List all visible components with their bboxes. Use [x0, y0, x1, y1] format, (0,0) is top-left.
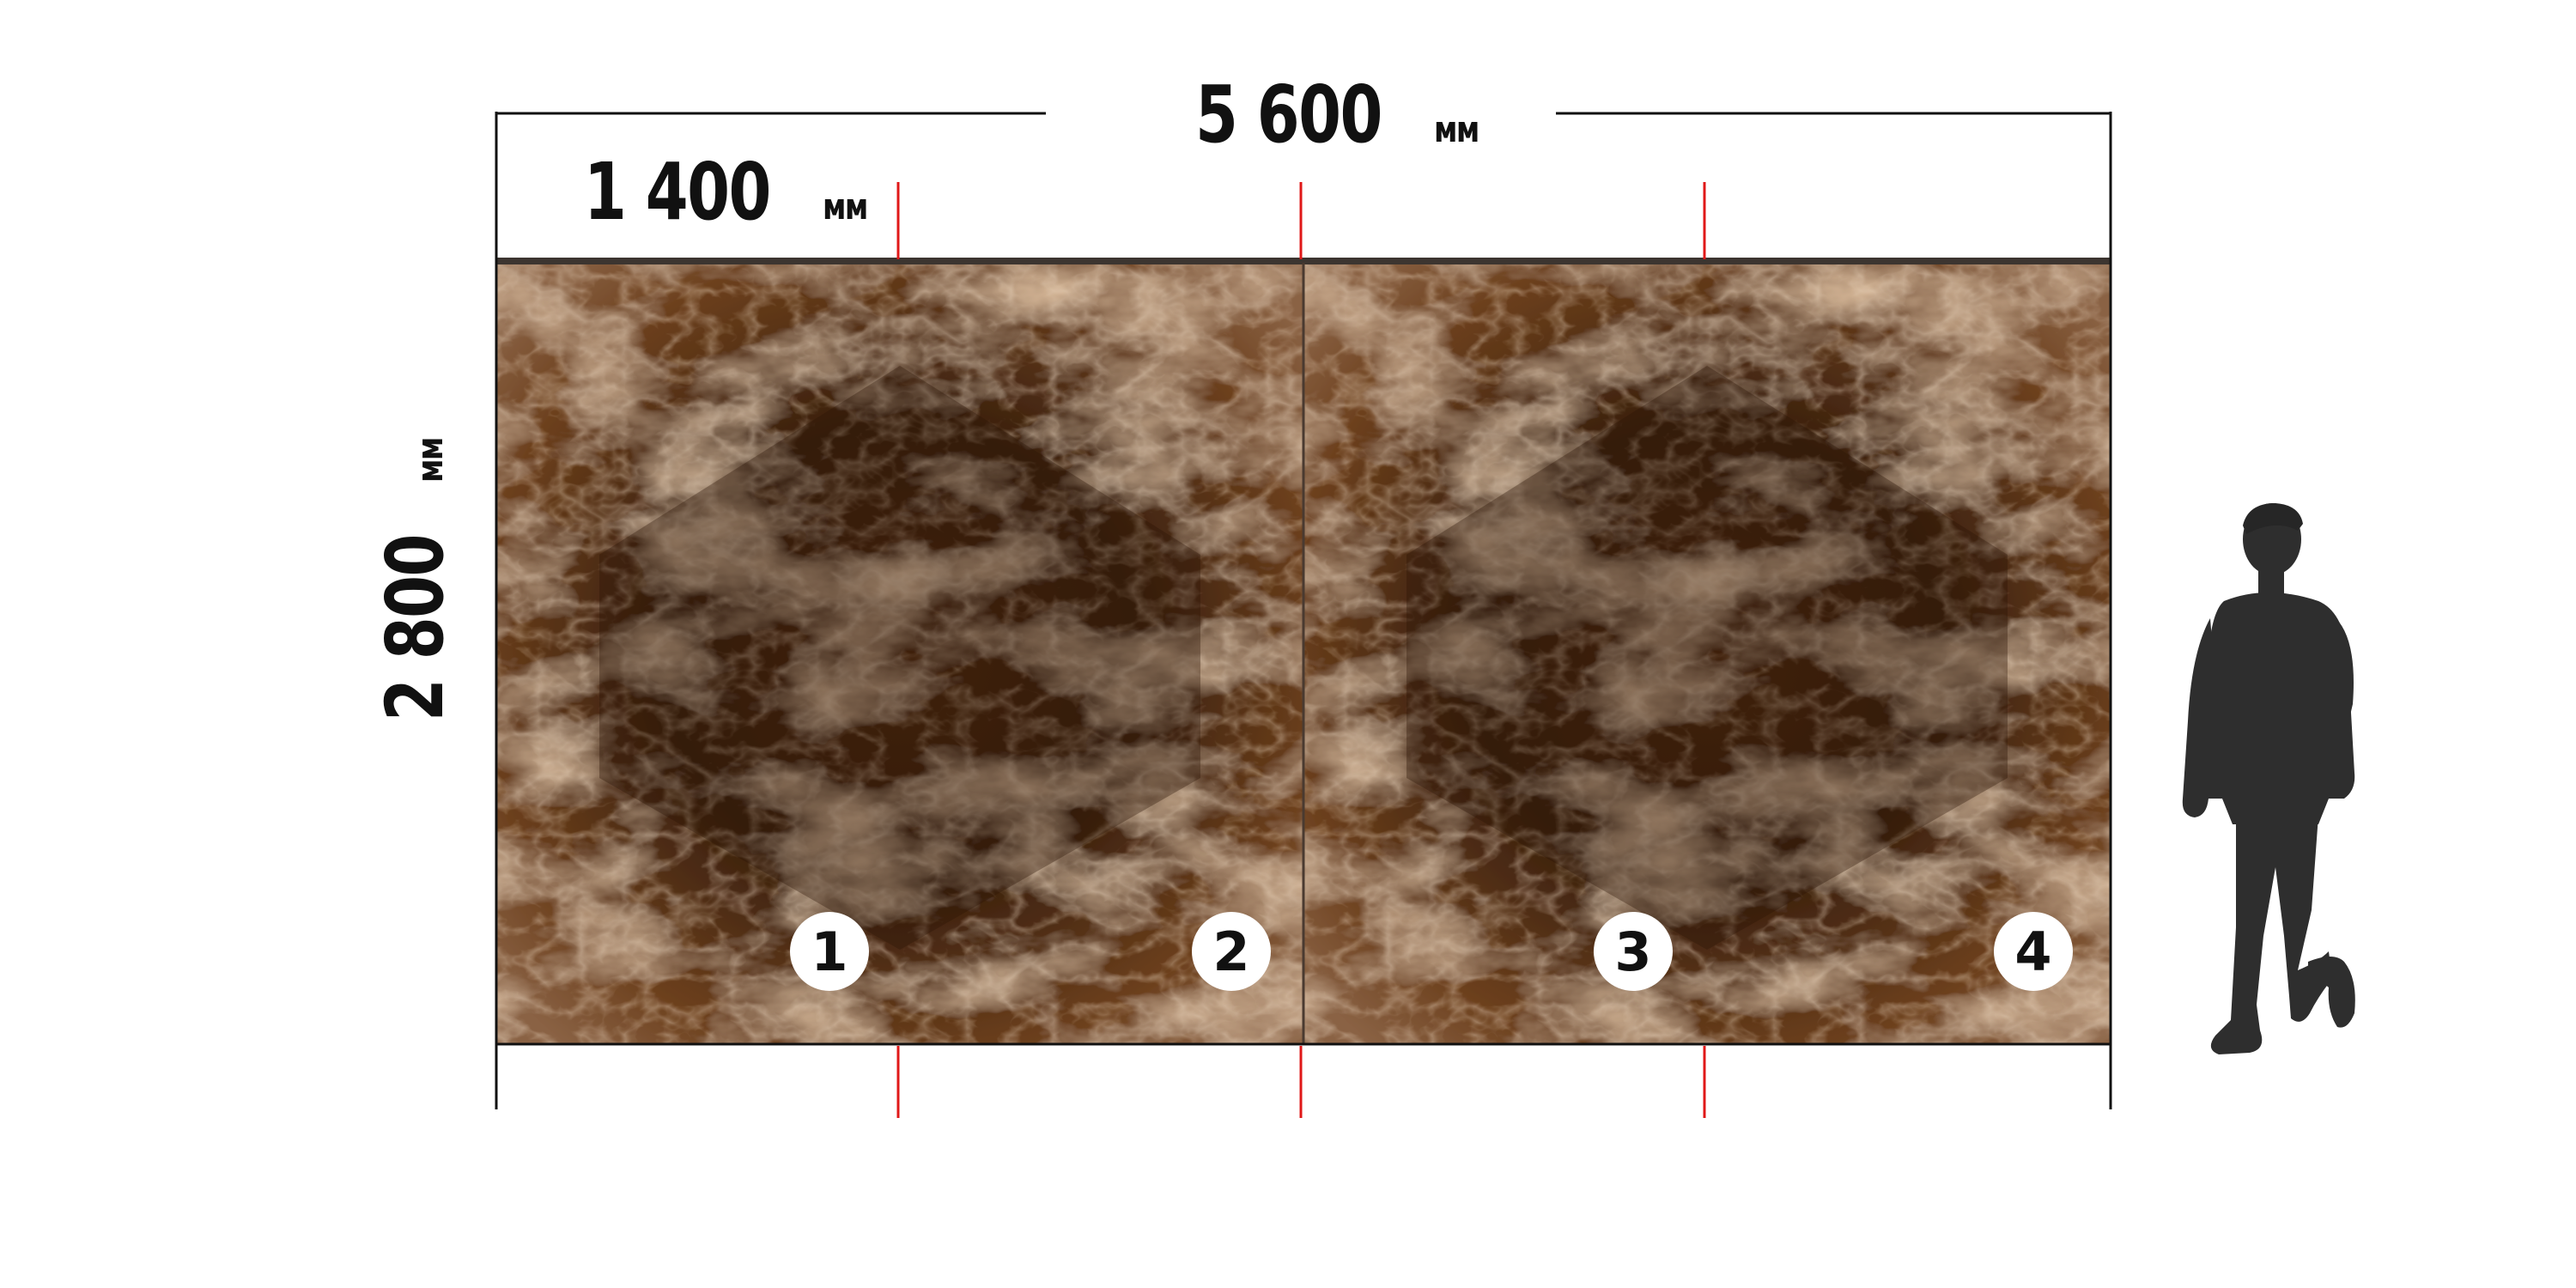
slab-number-3: 3: [1614, 920, 1651, 983]
slab-width-label: 1 400 мм: [584, 146, 878, 238]
slab-badge-4: 4: [1994, 912, 2073, 991]
slab-badges: 1 2 3 4: [790, 912, 2073, 991]
slab-width-value: 1 400: [584, 146, 771, 238]
dimension-lines: [495, 112, 2112, 1109]
slab-height-value: 2 800: [369, 535, 461, 721]
person-silhouette-icon: [2182, 503, 2355, 1054]
slab-height-label: 2 800 мм: [369, 427, 461, 721]
slab-badge-2: 2: [1192, 912, 1271, 991]
slab-height-unit: мм: [409, 438, 451, 483]
slab-division-markers: [896, 182, 1706, 1118]
total-width-value: 5 600: [1195, 69, 1382, 161]
slab-number-1: 1: [811, 920, 848, 983]
slab-number-2: 2: [1212, 920, 1249, 983]
slab-badge-3: 3: [1594, 912, 1673, 991]
marble-half-right: [1303, 263, 2111, 1044]
marble-panel: [496, 258, 2111, 1044]
slab-number-4: 4: [2014, 920, 2051, 983]
slab-width-unit: мм: [823, 185, 868, 228]
panel-top-edge: [496, 258, 2111, 264]
total-width-label: 5 600 мм: [1195, 69, 1490, 161]
marble-half-left: [496, 263, 1303, 1044]
total-width-unit: мм: [1434, 108, 1479, 150]
slab-badge-1: 1: [790, 912, 869, 991]
